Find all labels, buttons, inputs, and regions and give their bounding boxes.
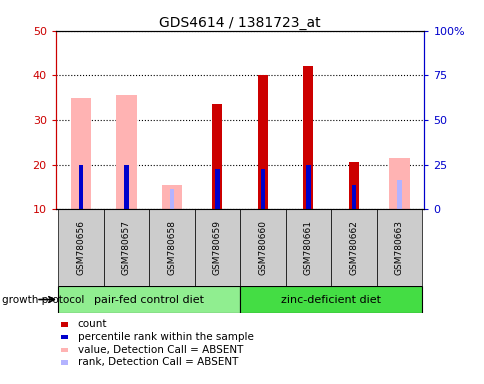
Text: GSM780657: GSM780657 (121, 220, 131, 275)
Title: GDS4614 / 1381723_at: GDS4614 / 1381723_at (159, 16, 320, 30)
Text: value, Detection Call = ABSENT: value, Detection Call = ABSENT (77, 345, 242, 355)
Bar (260, 169, 265, 209)
Text: GSM780658: GSM780658 (167, 220, 176, 275)
Text: count: count (77, 319, 107, 329)
Bar (257, 75, 267, 209)
Bar (240, 286, 421, 313)
Bar (58, 286, 240, 313)
Bar (331, 209, 376, 286)
Bar (302, 66, 313, 209)
Bar (351, 182, 355, 209)
Bar (116, 96, 136, 209)
Text: growth protocol: growth protocol (2, 295, 85, 305)
Bar (58, 209, 104, 286)
Text: GSM780660: GSM780660 (258, 220, 267, 275)
Bar (348, 162, 358, 209)
Bar (240, 209, 285, 286)
Bar (212, 104, 222, 209)
Bar (104, 209, 149, 286)
Bar (124, 165, 128, 209)
Text: GSM780656: GSM780656 (76, 220, 85, 275)
Bar (161, 185, 182, 209)
Text: GSM780659: GSM780659 (212, 220, 221, 275)
Bar (305, 165, 310, 209)
Bar (376, 209, 421, 286)
Bar (169, 189, 174, 209)
Text: rank, Detection Call = ABSENT: rank, Detection Call = ABSENT (77, 358, 238, 367)
Bar (149, 209, 194, 286)
Bar (78, 165, 83, 209)
Bar (285, 209, 331, 286)
Bar (396, 180, 401, 209)
Bar (214, 169, 219, 209)
Text: GSM780663: GSM780663 (394, 220, 403, 275)
Text: zinc-deficient diet: zinc-deficient diet (281, 295, 380, 305)
Text: pair-fed control diet: pair-fed control diet (94, 295, 204, 305)
Text: GSM780662: GSM780662 (348, 220, 358, 275)
Bar (70, 98, 91, 209)
Text: percentile rank within the sample: percentile rank within the sample (77, 332, 253, 342)
Bar (388, 158, 409, 209)
Bar (351, 185, 355, 209)
Text: GSM780661: GSM780661 (303, 220, 312, 275)
Bar (194, 209, 240, 286)
